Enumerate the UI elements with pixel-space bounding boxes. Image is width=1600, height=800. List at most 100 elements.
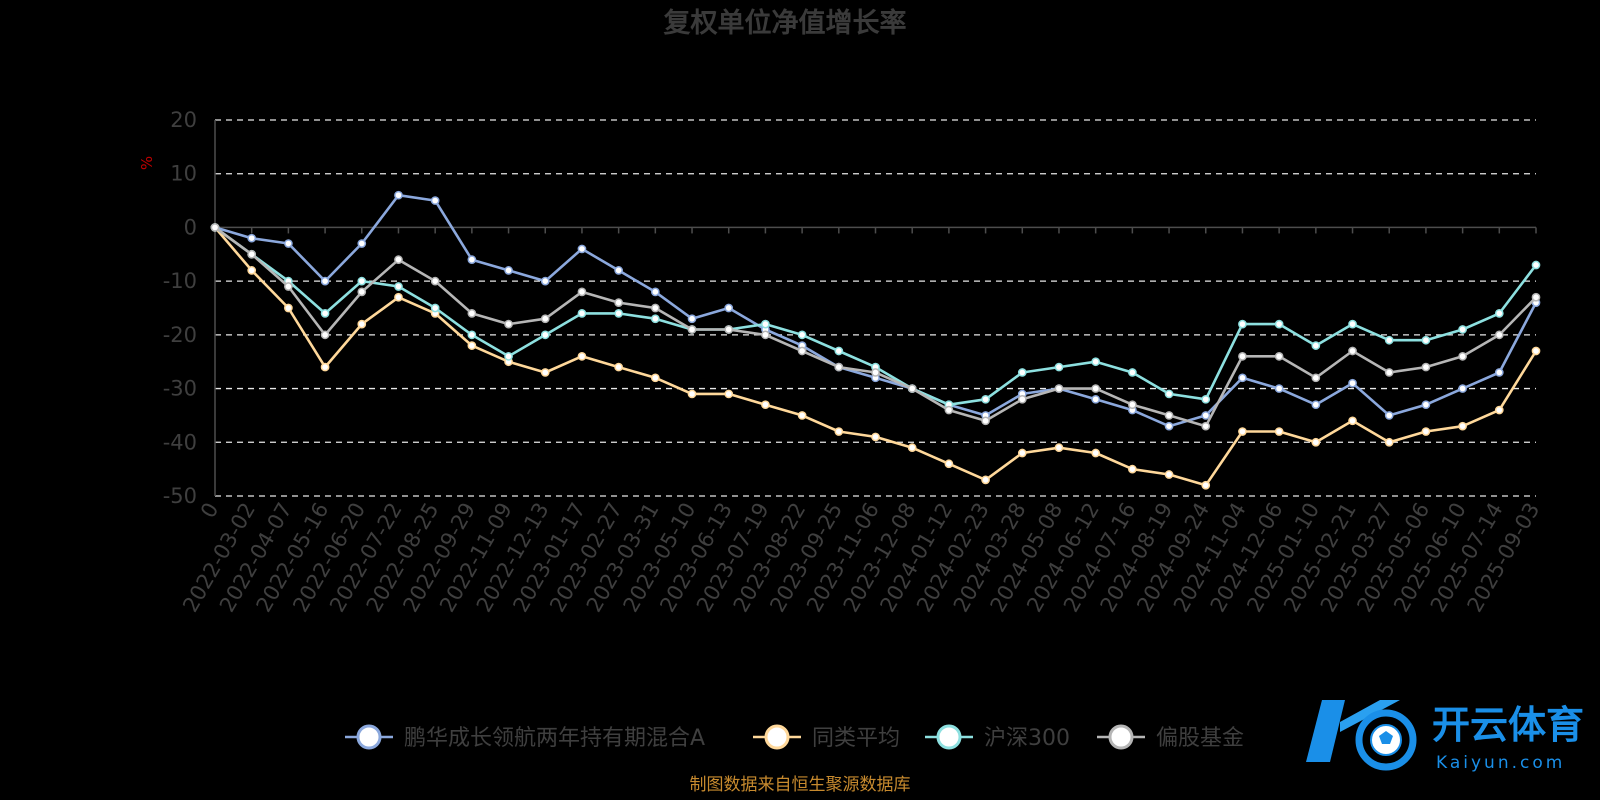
data-point [247,233,257,243]
y-tick-label: -40 [163,430,197,454]
legend-label: 同类平均 [812,726,900,751]
data-point [650,287,660,297]
data-point [1238,427,1247,436]
data-point [1384,368,1394,377]
data-point [687,389,697,399]
y-tick-label: -20 [163,323,197,347]
legend-item-3[interactable]: 偏股基金 [1097,724,1244,751]
legend[interactable]: 鹏华成长领航两年持有期混合A 同类平均 沪深300 偏股基金 [345,724,1244,751]
data-point [247,266,257,275]
data-point [981,475,990,485]
legend-marker-icon [936,724,962,750]
data-point [614,309,623,318]
data-point [1017,368,1027,377]
data-point [834,362,844,372]
data-point [797,330,807,340]
data-point [504,266,513,275]
data-point [394,190,403,200]
data-point [797,411,807,420]
data-point [871,368,880,377]
data-point [1128,368,1137,377]
data-point [1531,292,1541,302]
data-point [687,325,697,334]
data-point [430,196,440,205]
data-point [1348,378,1357,388]
data-point [1384,411,1394,420]
data-point [1421,427,1431,436]
series-lines [210,190,1541,490]
data-point [357,239,367,248]
data-point [1384,335,1394,345]
data-point [907,443,917,453]
data-point [1531,260,1541,270]
data-point [1458,351,1467,361]
y-tick-label: 20 [170,108,197,132]
watermark-subtext: Kaiyun.com [1436,753,1565,773]
data-point [1201,394,1211,404]
watermark-text: 开云体育 [1432,703,1584,747]
data-point [394,282,403,291]
data-point [650,303,660,313]
data-point [724,389,734,399]
data-point [467,341,477,350]
data-point [834,346,844,356]
data-point [320,309,330,318]
data-point [1348,346,1357,356]
legend-item-0[interactable]: 鹏华成长领航两年持有期混合A [345,724,705,751]
data-point [1274,319,1284,329]
data-point [394,255,403,265]
data-point [944,459,954,469]
data-point [724,303,734,313]
data-point [504,351,513,361]
y-tick-label: -10 [163,269,197,293]
data-point [1458,384,1467,393]
data-point [1458,421,1467,431]
data-point [1494,309,1504,318]
data-point [540,368,550,377]
data-point [1201,480,1211,490]
data-point [577,309,587,318]
data-point [687,314,697,324]
data-point [320,362,330,372]
data-point [761,400,770,410]
chart-title: 复权单位净值增长率 [664,7,907,39]
legend-item-1[interactable]: 同类平均 [753,724,900,751]
legend-item-2[interactable]: 沪深300 [925,724,1070,751]
data-point [1054,384,1064,393]
data-point [1348,319,1357,329]
data-point [981,416,990,426]
data-point [1238,373,1247,383]
data-point [210,223,220,232]
data-point [540,314,550,324]
y-tick-label: 0 [184,215,197,239]
data-point [1017,394,1027,404]
data-point [614,362,623,372]
data-point [1091,448,1101,458]
data-point [1238,319,1247,329]
y-tick-label: -30 [163,377,197,401]
legend-label: 偏股基金 [1156,726,1244,751]
data-point [1494,330,1504,340]
kaiyun-logo-icon [1306,700,1417,771]
source-note: 制图数据来自恒生聚源数据库 [690,775,911,795]
data-point [1164,411,1174,420]
watermark-logo: 开云体育 Kaiyun.com [1306,700,1584,773]
y-tick-label: -50 [163,484,197,508]
data-point [1164,421,1174,431]
data-point [577,351,587,361]
data-point [1421,400,1431,410]
data-point [284,282,293,291]
data-point [1164,470,1174,479]
data-point [944,405,954,415]
data-point [1311,400,1321,410]
data-point [724,325,734,334]
data-point [320,330,330,340]
data-point [1274,351,1284,361]
data-point [1274,384,1284,393]
data-point [1274,427,1284,436]
data-point [1017,448,1027,458]
legend-label: 鹏华成长领航两年持有期混合A [404,726,705,751]
data-point [1531,346,1541,356]
data-point [1494,368,1504,377]
data-point [430,303,440,313]
